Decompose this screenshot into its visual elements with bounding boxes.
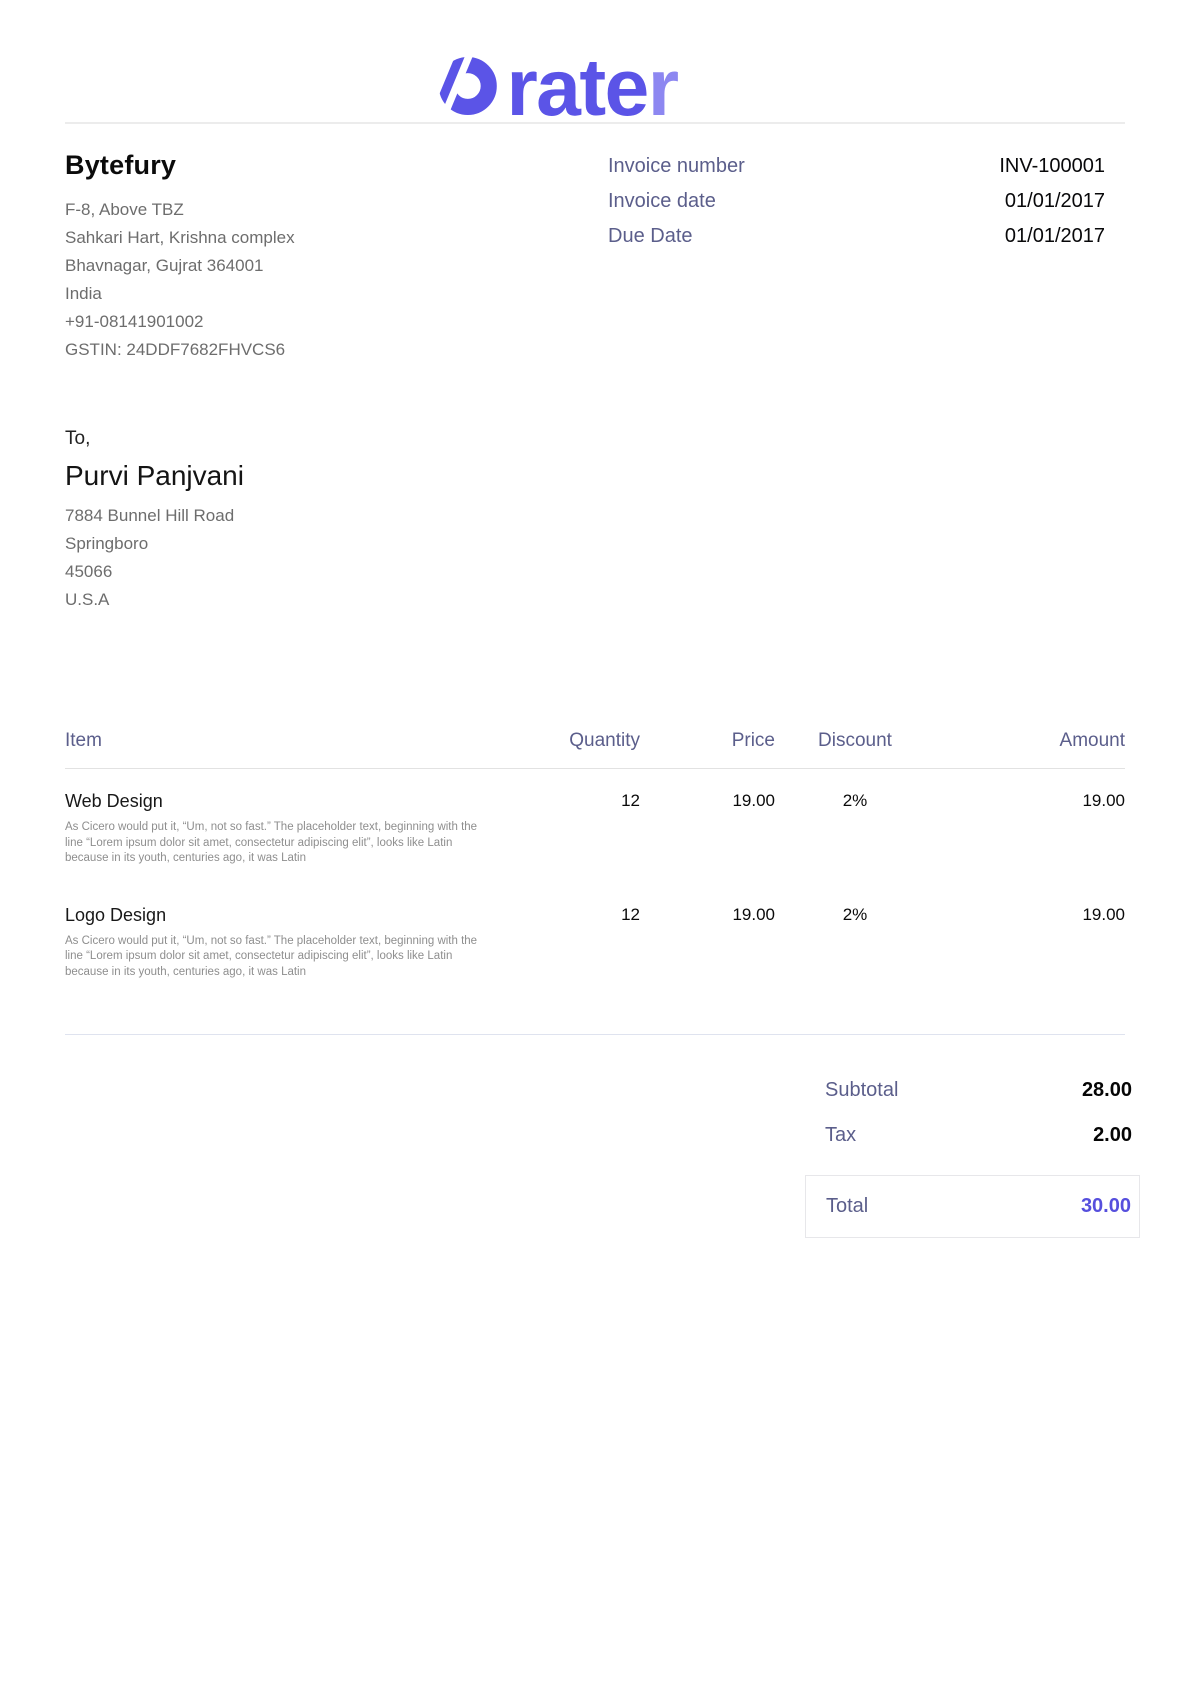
bill-to-block: To, Purvi Panjvani 7884 Bunnel Hill Road… bbox=[65, 428, 1125, 614]
company-block: Bytefury F-8, Above TBZ Sahkari Hart, Kr… bbox=[65, 150, 295, 364]
item-amount: 19.00 bbox=[1082, 791, 1125, 810]
item-discount: 2% bbox=[842, 904, 868, 924]
item-quantity: 12 bbox=[621, 791, 640, 810]
col-header-item: Item bbox=[65, 730, 490, 769]
crater-ring-icon bbox=[419, 37, 497, 127]
header-divider bbox=[65, 122, 1125, 124]
company-phone: +91-08141901002 bbox=[65, 312, 204, 331]
col-header-amount: Amount bbox=[935, 730, 1125, 769]
due-date-value: 01/01/2017 bbox=[1004, 225, 1105, 247]
item-description: As Cicero would put it, “Um, not so fast… bbox=[65, 934, 478, 978]
item-amount: 19.00 bbox=[1082, 904, 1125, 924]
item-name: Logo Design bbox=[65, 904, 167, 925]
customer-address-line: 45066 bbox=[65, 562, 113, 581]
col-header-quantity: Quantity bbox=[490, 730, 640, 769]
info-section: Bytefury F-8, Above TBZ Sahkari Hart, Kr… bbox=[65, 150, 1125, 364]
company-address-line: F-8, Above TBZ bbox=[65, 200, 184, 219]
item-price: 19.00 bbox=[732, 904, 775, 924]
subtotal-row: Subtotal 28.00 bbox=[805, 1079, 1140, 1102]
col-header-price: Price bbox=[640, 730, 775, 769]
tax-value: 2.00 bbox=[1093, 1124, 1132, 1146]
company-gstin: GSTIN: 24DDF7682FHVCS6 bbox=[65, 340, 286, 359]
items-table-header: Item Quantity Price Discount Amount bbox=[65, 730, 1125, 769]
invoice-date-label: Invoice date bbox=[608, 190, 716, 212]
table-row: Web Design As Cicero would put it, “Um, … bbox=[65, 769, 1125, 883]
grand-total-box: Total 30.00 bbox=[805, 1175, 1140, 1238]
logo-wordmark: rater bbox=[506, 43, 678, 122]
customer-address-line: U.S.A bbox=[65, 590, 110, 609]
totals-section: Subtotal 28.00 Tax 2.00 Total 30.00 bbox=[805, 1079, 1140, 1238]
due-date-row: Due Date 01/01/2017 bbox=[608, 225, 1105, 248]
company-name: Bytefury bbox=[65, 150, 177, 180]
company-address-line: Bhavnagar, Gujrat 364001 bbox=[65, 256, 264, 275]
items-table: Item Quantity Price Discount Amount Web … bbox=[65, 730, 1125, 996]
tax-row: Tax 2.00 bbox=[805, 1124, 1140, 1147]
invoice-meta: Invoice number INV-100001 Invoice date 0… bbox=[608, 150, 1125, 364]
invoice-date-row: Invoice date 01/01/2017 bbox=[608, 190, 1105, 213]
item-price: 19.00 bbox=[732, 791, 775, 810]
crater-logo: rater bbox=[419, 37, 680, 133]
total-value: 30.00 bbox=[1080, 1195, 1131, 1217]
subtotal-value: 28.00 bbox=[1081, 1079, 1132, 1101]
company-address-line: Sahkari Hart, Krishna complex bbox=[65, 228, 295, 247]
totals-divider bbox=[65, 1034, 1125, 1035]
subtotal-label: Subtotal bbox=[825, 1079, 899, 1101]
logo-header: rater bbox=[65, 0, 1125, 133]
due-date-label: Due Date bbox=[608, 225, 693, 247]
item-description: As Cicero would put it, “Um, not so fast… bbox=[65, 821, 478, 864]
customer-address-line: Springboro bbox=[65, 534, 149, 553]
item-quantity: 12 bbox=[621, 904, 640, 924]
invoice-number-row: Invoice number INV-100001 bbox=[608, 155, 1105, 178]
invoice-number-label: Invoice number bbox=[608, 155, 745, 177]
col-header-discount: Discount bbox=[775, 730, 935, 769]
customer-address-line: 7884 Bunnel Hill Road bbox=[65, 506, 235, 525]
tax-label: Tax bbox=[825, 1124, 857, 1146]
invoice-number-value: INV-100001 bbox=[999, 155, 1105, 177]
total-label: Total bbox=[826, 1195, 869, 1217]
invoice-date-value: 01/01/2017 bbox=[1004, 190, 1105, 212]
item-discount: 2% bbox=[842, 791, 868, 810]
customer-name: Purvi Panjvani bbox=[65, 460, 244, 491]
item-name: Web Design bbox=[65, 791, 163, 811]
invoice-page: rater Bytefury F-8, Above TBZ Sahkari Ha… bbox=[65, 0, 1140, 1238]
bill-to-salutation: To, bbox=[65, 428, 91, 449]
company-address-line: India bbox=[65, 284, 102, 303]
table-row: Logo Design As Cicero would put it, “Um,… bbox=[65, 883, 1125, 997]
